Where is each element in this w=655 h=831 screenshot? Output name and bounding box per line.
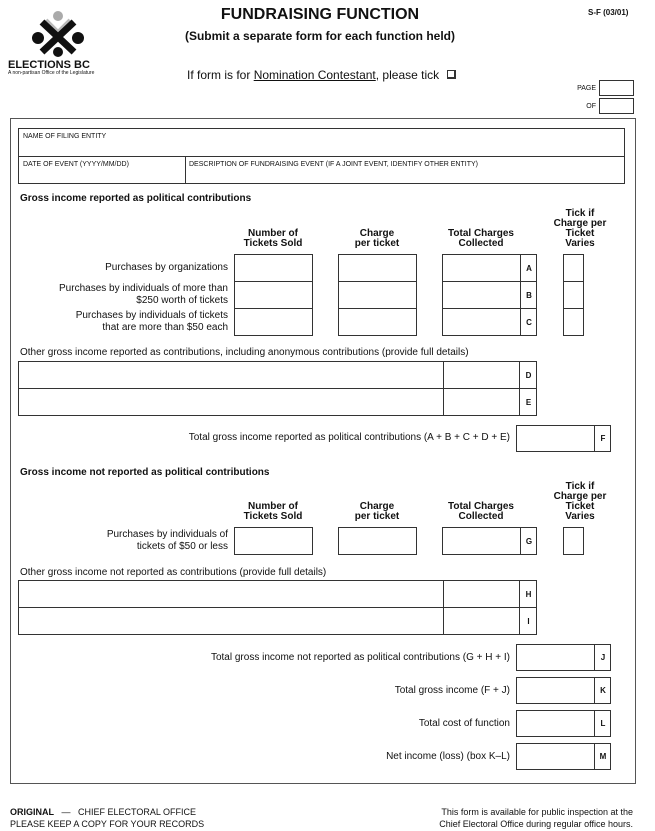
event-description-label: DESCRIPTION OF FUNDRAISING EVENT (IF A J…: [189, 161, 478, 168]
row-c-tickets-input[interactable]: [234, 308, 313, 336]
total-k-label: Total gross income (F + J): [394, 685, 510, 696]
nomination-contestant-text: Nomination Contestant: [253, 68, 376, 82]
col-header-charge: Charge per ticket: [354, 228, 400, 249]
page-number-input[interactable]: [599, 80, 634, 96]
box-letter-i: I: [519, 608, 537, 634]
not-reported-other-label: Other gross income not reported as contr…: [20, 567, 327, 578]
of-label: OF: [586, 103, 596, 110]
event-date-input[interactable]: [18, 168, 184, 183]
filing-entity-name-field[interactable]: NAME OF FILING ENTITY: [18, 128, 625, 157]
row-a-charge-input[interactable]: [338, 254, 417, 282]
other-not-reported-amount-i-input[interactable]: [444, 608, 519, 634]
box-letter-c: C: [520, 309, 537, 335]
row-b-tickets-input[interactable]: [234, 281, 313, 309]
total-l-input[interactable]: L: [516, 710, 611, 737]
row-b-label: Purchases by individuals of more than $25…: [59, 283, 228, 306]
box-letter-b: B: [520, 282, 537, 308]
row-g-tick-checkbox[interactable]: [563, 527, 584, 555]
box-letter-j: J: [594, 645, 611, 670]
col-header-tick: Tick if Charge per Ticket Varies: [553, 208, 607, 249]
other-not-reported-row-h: H: [18, 580, 537, 608]
col-header-tick-2: Tick if Charge per Ticket Varies: [553, 481, 607, 522]
reported-heading: Gross income reported as political contr…: [20, 193, 252, 204]
row-g-total-input[interactable]: G: [442, 527, 537, 555]
total-reported-label: Total gross income reported as political…: [188, 432, 510, 443]
other-reported-amount-d-input[interactable]: [444, 362, 519, 388]
row-b-total-input[interactable]: B: [442, 281, 537, 309]
nomination-contestant-checkbox[interactable]: [447, 70, 456, 79]
filing-entity-name-label: NAME OF FILING ENTITY: [23, 133, 107, 140]
total-reported-f[interactable]: F: [516, 425, 611, 452]
not-reported-heading: Gross income not reported as political c…: [20, 467, 270, 478]
form-code: S-F (03/01): [588, 8, 629, 17]
event-date-label: DATE OF EVENT (YYYY/MM/DD): [23, 161, 129, 168]
box-letter-f: F: [594, 426, 611, 451]
event-description-input[interactable]: [185, 168, 624, 183]
box-letter-a: A: [520, 255, 537, 281]
nomination-contestant-prompt: If form is for Nomination Contestant, pl…: [187, 68, 439, 82]
reported-other-label: Other gross income reported as contribut…: [20, 347, 469, 358]
row-c-tick-checkbox[interactable]: [563, 308, 584, 336]
box-letter-m: M: [594, 744, 611, 769]
row-b-tick-checkbox[interactable]: [563, 281, 584, 309]
nomination-prefix: If form is for: [187, 68, 254, 82]
other-reported-row-e: E: [18, 388, 537, 416]
row-a-tick-checkbox[interactable]: [563, 254, 584, 282]
row-c-charge-input[interactable]: [338, 308, 417, 336]
box-letter-e: E: [519, 389, 537, 415]
total-m-input[interactable]: M: [516, 743, 611, 770]
other-not-reported-details-h-input[interactable]: [19, 581, 443, 607]
footer-public-2: Chief Electoral Office during regular of…: [439, 819, 633, 829]
col-header-tickets-2: Number of Tickets Sold: [243, 501, 303, 522]
row-b-charge-input[interactable]: [338, 281, 417, 309]
page-total-input[interactable]: [599, 98, 634, 114]
total-j-label: Total gross income not reported as polit…: [210, 652, 510, 663]
row-g-charge-input[interactable]: [338, 527, 417, 555]
row-g-label: Purchases by individuals of tickets of $5…: [106, 529, 228, 552]
footer-keep-copy: PLEASE KEEP A COPY FOR YOUR RECORDS: [10, 819, 205, 829]
box-letter-k: K: [594, 678, 611, 703]
row-a-label: Purchases by organizations: [105, 262, 228, 273]
col-header-tickets: Number of Tickets Sold: [243, 228, 303, 249]
col-header-total: Total Charges Collected: [448, 228, 514, 249]
footer-original: ORIGINAL — CHIEF ELECTORAL OFFICE: [10, 807, 197, 817]
box-letter-d: D: [519, 362, 537, 388]
row-a-total-input[interactable]: A: [442, 254, 537, 282]
row-a-tickets-input[interactable]: [234, 254, 313, 282]
other-reported-amount-e-input[interactable]: [444, 389, 519, 415]
box-letter-l: L: [594, 711, 611, 736]
other-reported-row-d: D: [18, 361, 537, 389]
box-letter-h: H: [519, 581, 537, 607]
total-m-label: Net income (loss) (box K–L): [386, 751, 510, 762]
other-reported-details-e-input[interactable]: [19, 389, 443, 415]
page-label: PAGE: [577, 85, 596, 92]
page-title: FUNDRAISING FUNCTION: [220, 6, 420, 23]
logo-tagline: A non-partisan Office of the Legislature: [8, 70, 95, 76]
other-not-reported-amount-h-input[interactable]: [444, 581, 519, 607]
box-letter-g: G: [520, 528, 537, 554]
col-header-total-2: Total Charges Collected: [448, 501, 514, 522]
other-reported-details-d-input[interactable]: [19, 362, 443, 388]
footer-public-1: This form is available for public inspec…: [441, 807, 633, 817]
other-not-reported-row-i: I: [18, 607, 537, 635]
row-c-label: Purchases by individuals of tickets that …: [75, 310, 228, 333]
page-subtitle: (Submit a separate form for each functio…: [184, 29, 456, 43]
total-l-label: Total cost of function: [418, 718, 510, 729]
row-c-total-input[interactable]: C: [442, 308, 537, 336]
col-header-charge-2: Charge per ticket: [354, 501, 400, 522]
total-j-input[interactable]: J: [516, 644, 611, 671]
elections-bc-logo: [32, 11, 84, 57]
nomination-suffix: , please tick: [375, 68, 440, 82]
other-not-reported-details-i-input[interactable]: [19, 608, 443, 634]
logo-text: ELECTIONS BC: [8, 59, 90, 71]
row-g-tickets-input[interactable]: [234, 527, 313, 555]
event-info-row: DATE OF EVENT (YYYY/MM/DD) DESCRIPTION O…: [18, 156, 625, 184]
total-k-input[interactable]: K: [516, 677, 611, 704]
